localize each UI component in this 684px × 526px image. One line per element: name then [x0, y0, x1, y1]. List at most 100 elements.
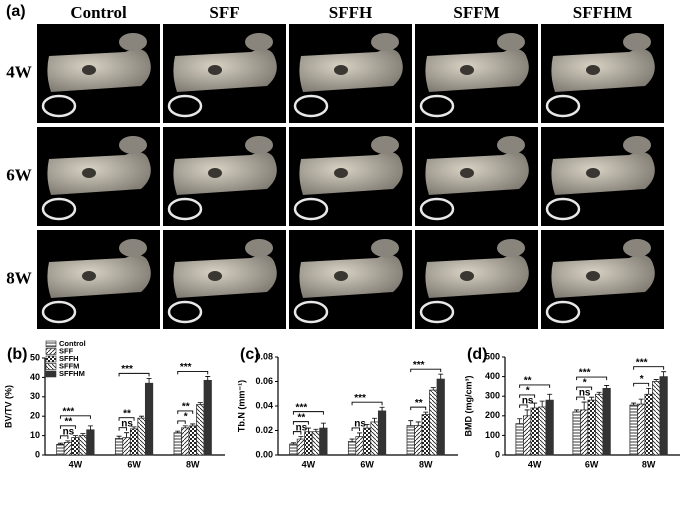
significance-bracket	[292, 421, 309, 425]
bar	[572, 411, 581, 456]
bar	[362, 427, 372, 456]
bone-shaft	[47, 152, 151, 195]
significance-label: ns	[63, 426, 75, 437]
x-tick-label: 6W	[360, 459, 374, 469]
bar	[188, 425, 197, 456]
significance-bracket	[118, 427, 128, 431]
significance-bracket	[410, 406, 427, 411]
error-bar	[631, 402, 637, 406]
bar	[429, 389, 438, 456]
x-tick-label: 8W	[419, 459, 433, 469]
bar	[587, 399, 596, 456]
ct-image	[163, 24, 286, 123]
bone-head	[119, 136, 147, 154]
ct-image	[289, 24, 412, 123]
error-bar	[65, 440, 71, 443]
y-tick-label: 0.08	[255, 351, 273, 361]
x-tick-label: 6W	[585, 459, 599, 469]
bone-head	[371, 33, 399, 51]
defect	[82, 271, 96, 281]
legend-label: SFFH	[59, 354, 79, 363]
significance-label: ns	[296, 422, 308, 433]
error-bar	[72, 435, 78, 438]
error-bar	[574, 409, 580, 412]
bar	[580, 409, 589, 456]
legend-label: Control	[59, 339, 86, 348]
legend-label: SFFHM	[59, 369, 85, 378]
error-bar	[349, 438, 355, 442]
significance-bracket	[118, 417, 135, 421]
defect	[82, 65, 96, 75]
defect	[208, 65, 222, 75]
significance-bracket	[410, 368, 442, 373]
ct-image	[415, 127, 538, 226]
error-bar	[524, 409, 530, 416]
bone-head	[371, 136, 399, 154]
significance-bracket	[576, 396, 585, 401]
cross-section	[293, 300, 329, 324]
cross-section	[41, 197, 77, 221]
bar	[530, 407, 539, 456]
error-bar	[604, 385, 610, 389]
significance-bracket	[633, 366, 665, 370]
error-bar	[438, 373, 444, 380]
significance-label: ***	[636, 357, 648, 368]
row-label: 8W	[6, 268, 32, 287]
significance-bracket	[351, 427, 361, 431]
y-tick-label: 0.04	[255, 400, 273, 410]
significance-label: **	[123, 408, 131, 419]
ct-image	[541, 127, 664, 226]
y-tick-label: 0.06	[255, 376, 273, 386]
bone-head	[497, 33, 525, 51]
error-bar	[290, 442, 296, 444]
legend-swatch	[45, 370, 57, 378]
bone-head	[119, 33, 147, 51]
cross-section	[41, 94, 77, 118]
error-bar	[547, 393, 553, 401]
error-bar	[539, 400, 545, 407]
ct-image	[163, 127, 286, 226]
error-bar	[80, 433, 86, 436]
y-tick-label: 20	[30, 411, 40, 421]
cross-section	[545, 300, 581, 324]
legend-swatch	[45, 340, 57, 348]
bone-head	[623, 136, 651, 154]
significance-bracket	[576, 376, 608, 381]
cross-section	[293, 197, 329, 221]
bar	[377, 410, 387, 456]
y-tick-label: 400	[485, 371, 500, 381]
defect	[460, 168, 474, 178]
significance-label: **	[415, 398, 423, 409]
significance-label: ***	[121, 364, 133, 375]
error-bar	[357, 432, 363, 437]
ct-image	[415, 230, 538, 329]
bar	[421, 414, 430, 456]
legend-label: SFF	[59, 346, 74, 355]
bone-shaft	[425, 152, 529, 195]
significance-label: *	[526, 386, 530, 397]
error-bar	[57, 442, 63, 445]
significance-bracket	[59, 435, 69, 439]
significance-bracket	[292, 431, 302, 435]
x-tick-label: 8W	[642, 459, 656, 469]
error-bar	[364, 423, 370, 429]
significance-bracket	[177, 410, 194, 414]
y-tick-label: 40	[30, 372, 40, 382]
error-bar	[408, 420, 414, 426]
error-bar	[298, 436, 304, 440]
significance-label: ***	[180, 362, 192, 373]
cross-section	[419, 300, 455, 324]
bone-shaft	[425, 49, 529, 92]
bone-head	[497, 136, 525, 154]
column-header: SFFH	[329, 3, 372, 22]
y-tick-label: 500	[485, 351, 500, 361]
bar	[595, 393, 604, 456]
error-bar	[430, 387, 436, 391]
bar	[319, 427, 328, 456]
error-bar	[146, 377, 152, 384]
legend-swatch	[45, 355, 57, 363]
error-bar	[182, 425, 188, 428]
legend-label: SFFM	[59, 361, 79, 370]
ct-image	[163, 230, 286, 329]
bar	[515, 423, 524, 456]
